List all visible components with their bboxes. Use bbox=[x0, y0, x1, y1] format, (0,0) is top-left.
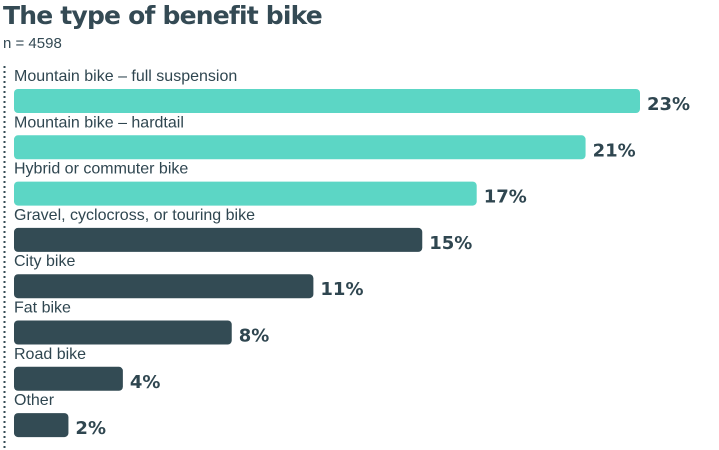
value-label: 17% bbox=[484, 187, 527, 208]
category-label: Gravel, cyclocross, or touring bike bbox=[14, 207, 255, 224]
value-label: 23% bbox=[647, 94, 690, 115]
category-label: Other bbox=[14, 392, 55, 409]
value-label: 21% bbox=[593, 140, 636, 161]
value-label: 8% bbox=[239, 326, 270, 347]
category-label: Mountain bike – hardtail bbox=[14, 114, 184, 131]
category-label: Fat bike bbox=[14, 300, 71, 317]
category-label: City bike bbox=[14, 253, 75, 270]
value-label: 11% bbox=[320, 279, 363, 300]
bar bbox=[14, 89, 640, 113]
category-label: Hybrid or commuter bike bbox=[14, 161, 188, 178]
bar bbox=[14, 227, 423, 252]
bar bbox=[14, 135, 586, 160]
bar bbox=[14, 320, 232, 345]
chart-title: The type of benefit bike bbox=[3, 1, 323, 30]
value-label: 15% bbox=[429, 233, 472, 254]
value-label: 2% bbox=[75, 418, 106, 439]
category-label: Mountain bike – full suspension bbox=[14, 68, 237, 85]
chart-subtitle: n = 4598 bbox=[3, 35, 62, 52]
bar bbox=[14, 274, 314, 299]
bar bbox=[14, 181, 477, 206]
bar bbox=[14, 413, 69, 438]
bar bbox=[14, 366, 123, 391]
category-label: Road bike bbox=[14, 346, 86, 363]
value-label: 4% bbox=[130, 372, 161, 393]
